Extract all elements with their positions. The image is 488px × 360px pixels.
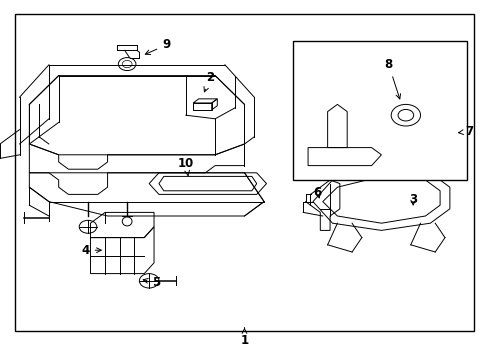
Text: 9: 9 — [145, 39, 170, 54]
Text: 2: 2 — [203, 71, 214, 92]
Text: 1: 1 — [240, 328, 248, 347]
Text: 5: 5 — [143, 276, 160, 289]
Bar — [15, 14, 473, 331]
Text: 3: 3 — [408, 193, 416, 206]
Text: 8: 8 — [384, 58, 400, 99]
Bar — [293, 41, 466, 180]
Text: 4: 4 — [81, 244, 101, 257]
Text: 10: 10 — [177, 157, 194, 176]
Text: 6: 6 — [313, 186, 321, 199]
Text: 7: 7 — [458, 125, 472, 138]
